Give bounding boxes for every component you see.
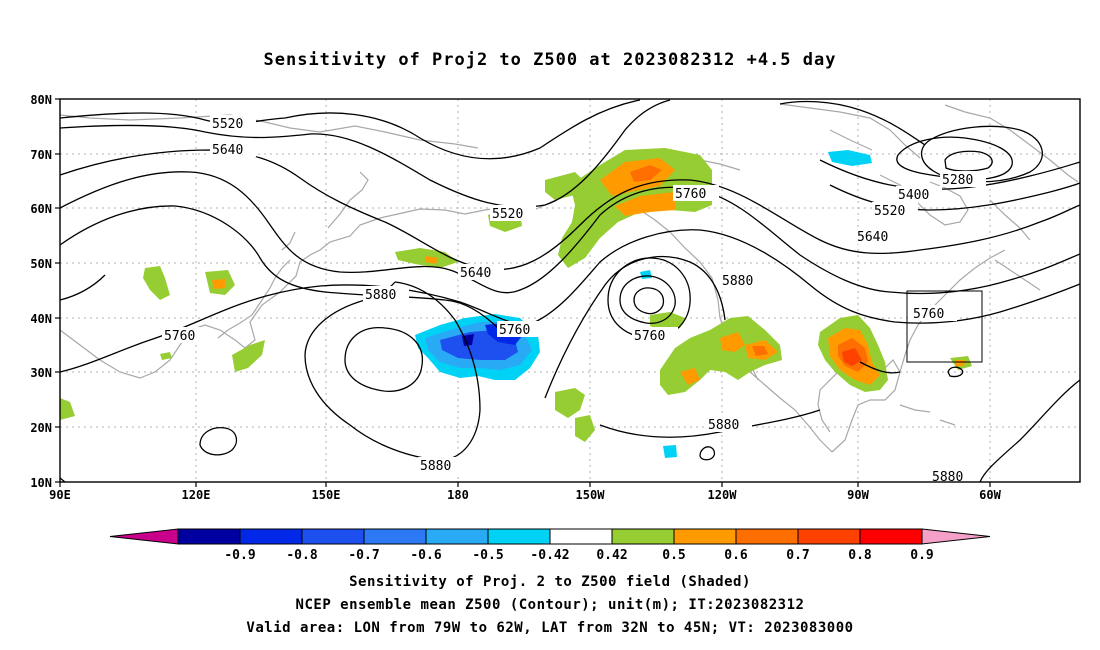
lat-label: 10N (30, 476, 52, 490)
colorbar-tick-label: -0.8 (286, 548, 317, 563)
lat-label: 70N (30, 148, 52, 162)
lon-label: 90E (49, 488, 71, 502)
valid-area-box (906, 290, 983, 363)
map-title: Sensitivity of Proj2 to Z500 at 20230823… (263, 50, 837, 70)
contour-label: 5520 (492, 207, 523, 222)
contour-label: 5880 (932, 470, 963, 485)
lon-label: 120E (182, 488, 211, 502)
lat-label: 80N (30, 93, 52, 107)
contour-label: 5880 (708, 418, 739, 433)
contour-label: 5640 (212, 143, 243, 158)
colorbar-tick-label: -0.9 (224, 548, 255, 563)
lon-label: 90W (847, 488, 869, 502)
colorbar-swatch (239, 528, 303, 545)
contour-label: 5520 (874, 204, 905, 219)
colorbar: -0.9 -0.8 -0.7 -0.6 -0.5 -0.42 0.42 0.5 0.6 0.7 0.… (109, 528, 991, 563)
colorbar-tick-label: -0.7 (348, 548, 379, 563)
lat-label: 60N (30, 202, 52, 216)
colorbar-tick-label: 0.42 (596, 548, 627, 563)
colorbar-tick-label: -0.5 (472, 548, 503, 563)
axis-ticks (55, 98, 991, 487)
contour-label: 5640 (460, 266, 491, 281)
longitude-labels: 90E 120E 150E 180 150W 120W 90W 60W (49, 488, 1001, 502)
colorbar-swatch (735, 528, 799, 545)
colorbar-swatch (177, 528, 241, 545)
map-frame (59, 98, 1081, 483)
colorbar-tick-label: 0.9 (910, 548, 933, 563)
lat-label: 20N (30, 421, 52, 435)
latitude-labels: 80N 70N 60N 50N 40N 30N 20N 10N (30, 93, 52, 490)
colorbar-swatch (487, 528, 551, 545)
lat-label: 40N (30, 312, 52, 326)
z500-contours (59, 99, 1081, 483)
lon-label: 60W (979, 488, 1001, 502)
caption-contour: NCEP ensemble mean Z500 (Contour); unit(… (295, 597, 805, 613)
colorbar-swatch (425, 528, 489, 545)
colorbar-swatch (611, 528, 675, 545)
contour-label: 5520 (212, 117, 243, 132)
colorbar-arrow-high (921, 528, 991, 545)
contour-label: 5280 (942, 173, 973, 188)
caption-valid-area: Valid area: LON from 79W to 62W, LAT fro… (246, 620, 854, 636)
colorbar-arrow-low (109, 528, 179, 545)
lon-label: 150E (312, 488, 341, 502)
contour-label: 5760 (634, 329, 665, 344)
colorbar-swatch (673, 528, 737, 545)
colorbar-tick-label: 0.7 (786, 548, 809, 563)
lon-label: 120W (708, 488, 738, 502)
contour-label: 5640 (857, 230, 888, 245)
colorbar-swatch (301, 528, 365, 545)
lat-label: 30N (30, 366, 52, 380)
contour-label: 5880 (420, 459, 451, 474)
colorbar-swatch (363, 528, 427, 545)
contour-labels: 5520 5640 5520 5640 5760 5880 5760 5760 … (162, 115, 986, 485)
contour-label: 5760 (675, 187, 706, 202)
colorbar-tick-label: 0.8 (848, 548, 872, 563)
contour-label: 5760 (913, 307, 944, 322)
colorbar-tick-label: -0.42 (530, 548, 569, 563)
contour-label: 5760 (499, 323, 530, 338)
contour-label: 5400 (898, 188, 929, 203)
lon-label: 150W (576, 488, 606, 502)
colorbar-swatch (549, 528, 613, 545)
colorbar-tick-label: -0.6 (410, 548, 441, 563)
lon-label: 180 (447, 488, 469, 502)
contour-label: 5880 (365, 288, 396, 303)
caption-shaded: Sensitivity of Proj. 2 to Z500 field (Sh… (349, 574, 751, 590)
colorbar-swatch (859, 528, 923, 545)
lat-label: 50N (30, 257, 52, 271)
colorbar-tick-label: 0.5 (662, 548, 685, 563)
colorbar-tick-label: 0.6 (724, 548, 748, 563)
contour-label: 5880 (722, 274, 753, 289)
colorbar-swatch (797, 528, 861, 545)
contour-label: 5760 (164, 329, 195, 344)
